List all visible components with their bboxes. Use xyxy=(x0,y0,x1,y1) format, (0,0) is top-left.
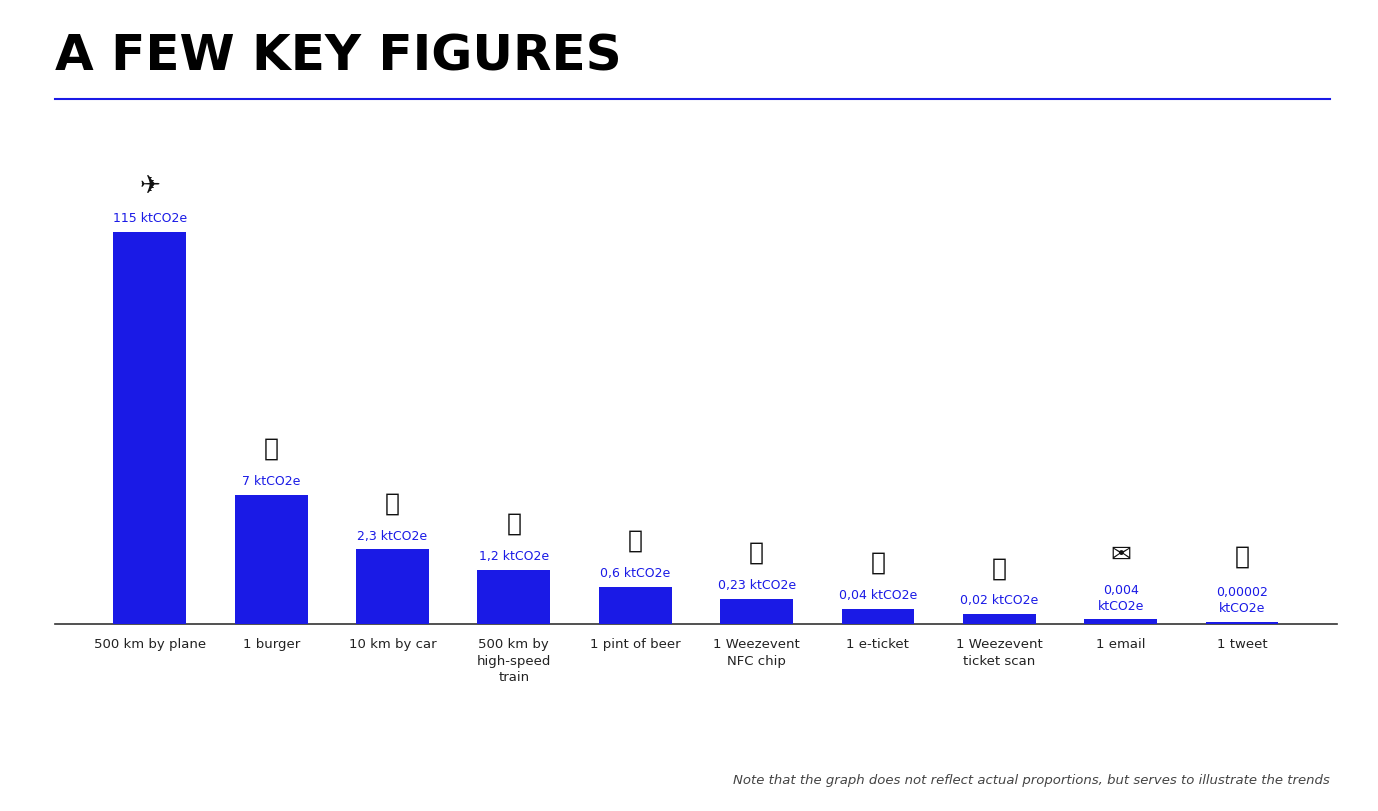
Bar xyxy=(356,549,429,624)
Bar xyxy=(1206,622,1279,624)
Text: Note that the graph does not reflect actual proportions, but serves to illustrat: Note that the graph does not reflect act… xyxy=(733,774,1330,787)
Text: 1,2 ktCO2e: 1,2 ktCO2e xyxy=(478,550,548,563)
Text: 🚗: 🚗 xyxy=(384,491,400,515)
Bar xyxy=(842,609,915,624)
Text: 7 ktCO2e: 7 ktCO2e xyxy=(243,475,300,488)
Text: 0,23 ktCO2e: 0,23 ktCO2e xyxy=(718,579,795,592)
Text: 🍔: 🍔 xyxy=(263,436,278,461)
Text: 0,02 ktCO2e: 0,02 ktCO2e xyxy=(960,594,1039,607)
Text: ✊: ✊ xyxy=(750,541,763,564)
Text: 🍺: 🍺 xyxy=(628,529,642,553)
Text: ✉: ✉ xyxy=(1111,543,1131,566)
Text: 0,04 ktCO2e: 0,04 ktCO2e xyxy=(839,590,916,603)
Text: 📱: 📱 xyxy=(992,556,1007,580)
Text: 🎫: 🎫 xyxy=(871,551,886,575)
Bar xyxy=(113,232,186,624)
Text: 115 ktCO2e: 115 ktCO2e xyxy=(113,212,187,225)
Bar xyxy=(963,614,1036,624)
Text: 0,6 ktCO2e: 0,6 ktCO2e xyxy=(599,567,670,580)
Bar xyxy=(599,587,671,624)
Text: 🚃: 🚃 xyxy=(506,512,521,536)
Bar xyxy=(1084,620,1158,624)
Text: 🐦: 🐦 xyxy=(1235,545,1250,569)
Text: 0,00002
ktCO2e: 0,00002 ktCO2e xyxy=(1215,586,1268,615)
Text: A FEW KEY FIGURES: A FEW KEY FIGURES xyxy=(55,32,621,80)
Text: 2,3 ktCO2e: 2,3 ktCO2e xyxy=(357,530,427,543)
Bar xyxy=(477,570,550,624)
Bar xyxy=(234,495,307,624)
Bar xyxy=(721,599,792,624)
Text: 0,004
ktCO2e: 0,004 ktCO2e xyxy=(1097,584,1144,612)
Text: ✈: ✈ xyxy=(139,174,160,198)
